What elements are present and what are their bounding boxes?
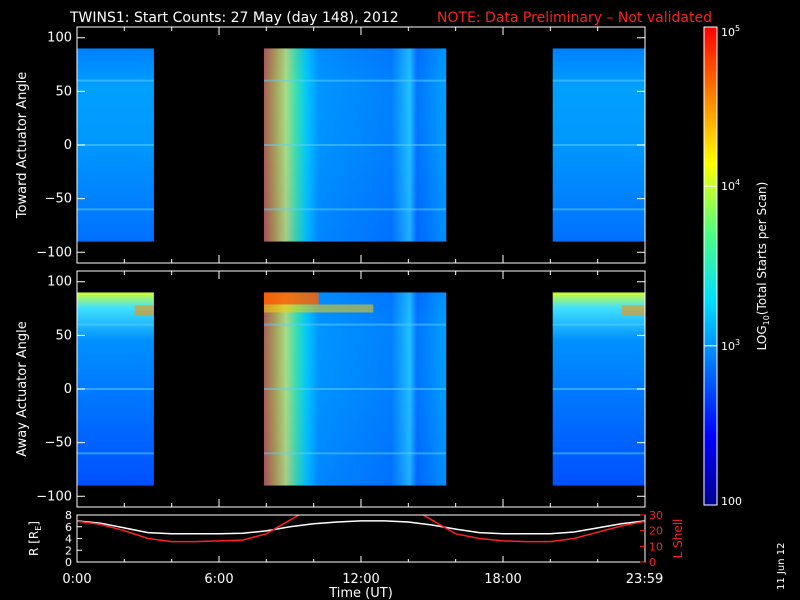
x-tick-label: 18:00 <box>484 572 521 587</box>
l-shell-tick-label: 0 <box>649 556 656 569</box>
heatmap-hot-band <box>263 292 319 305</box>
heatmap-warm-spot <box>134 305 154 316</box>
heatmap-warm-spot <box>621 305 645 316</box>
y-tick-label: −100 <box>36 245 72 260</box>
r-axis-label: R [RE] <box>27 521 43 556</box>
r-tick-label: 8 <box>65 509 72 522</box>
preliminary-note: NOTE: Data Preliminary – Not validated <box>437 10 712 26</box>
heatmap-warm-band <box>263 304 374 313</box>
l-shell-tick-label: 10 <box>649 540 663 553</box>
r-distance-line <box>77 520 645 535</box>
colorbar: 100 103 104 105 LOG10(Total Starts per Scan… <box>703 24 771 508</box>
r-tick-label: 6 <box>65 521 72 534</box>
x-tick-label: 23:59 <box>626 572 663 587</box>
y-tick-label: 0 <box>64 138 72 153</box>
r-tick-label: 0 <box>65 556 72 569</box>
x-tick-label: 12:00 <box>342 572 379 587</box>
y-axis-label: Toward Actuator Angle <box>15 72 30 219</box>
chart-title: TWINS1: Start Counts: 27 May (day 148), … <box>69 10 399 26</box>
y-tick-label: 50 <box>55 328 72 343</box>
r-tick-label: 4 <box>65 533 72 546</box>
y-tick-label: 100 <box>47 31 72 46</box>
colorbar-tick-label: 104 <box>721 178 740 193</box>
colorbar-tick-label: 100 <box>721 495 742 508</box>
l-shell-tick-label: 30 <box>649 509 663 522</box>
y-tick-label: −50 <box>45 192 72 207</box>
y-tick-label: −50 <box>45 436 72 451</box>
x-axis-label: Time (UT) <box>328 586 393 600</box>
y-axis-label: Away Actuator Angle <box>15 321 30 456</box>
y-tick-label: 100 <box>47 275 72 290</box>
orbit-panel-frame <box>76 514 646 563</box>
r-tick-label: 2 <box>65 544 72 557</box>
l-shell-axis-label: L Shell <box>671 519 685 559</box>
heatmap-panel-1: −100 −50 0 50 100 Toward Actuator Angle <box>15 26 646 264</box>
x-tick-label: 6:00 <box>204 572 233 587</box>
side-date-label: 11 Jun 12 <box>776 543 787 590</box>
colorbar-tick-label: 105 <box>721 24 740 39</box>
colorbar-tick-label: 103 <box>721 338 740 353</box>
heatmap-panel-2: −100 −50 0 50 100 Away Actuator Angle <box>15 270 646 508</box>
l-shell-line <box>77 515 645 543</box>
colorbar-label: LOG10(Total Starts per Scan) <box>755 182 771 351</box>
colorbar-gradient <box>703 26 718 506</box>
y-tick-label: −100 <box>36 489 72 504</box>
l-shell-tick-label: 20 <box>649 525 663 538</box>
y-tick-label: 0 <box>64 382 72 397</box>
y-tick-label: 50 <box>55 84 72 99</box>
x-tick-label: 0:00 <box>62 572 91 587</box>
